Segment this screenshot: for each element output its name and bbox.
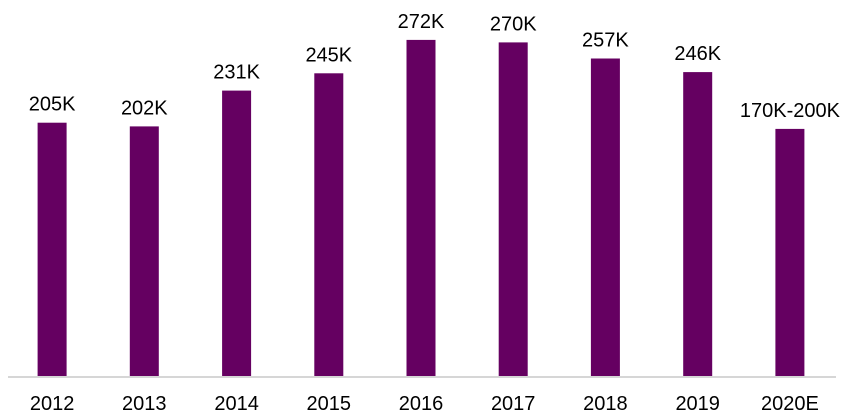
bars-group: [37, 39, 805, 377]
data-label-2013: 202K: [121, 97, 168, 119]
bar-2014: [222, 90, 252, 376]
bar-2020E: [775, 128, 805, 376]
bar-2018: [590, 58, 620, 376]
bar-2019: [683, 72, 713, 376]
data-label-2019: 246K: [674, 43, 721, 65]
tick-label-2019: 2019: [675, 393, 720, 415]
tick-label-2016: 2016: [399, 393, 444, 415]
data-labels-group: 205K 202K 231K 245K 272K 270K 257K 246K 170K-200…: [29, 11, 841, 122]
tick-label-2014: 2014: [214, 393, 259, 415]
data-label-2020E: 170K-200K: [740, 100, 841, 122]
tick-labels-group: 2012 2013 2014 2015 2016 2017 2018 2019 2020E: [30, 393, 819, 415]
data-label-2014: 231K: [213, 62, 260, 84]
tick-label-2018: 2018: [583, 393, 628, 415]
tick-label-2017: 2017: [491, 393, 536, 415]
data-label-2018: 257K: [582, 30, 629, 52]
tick-label-2013: 2013: [122, 393, 167, 415]
data-label-2016: 272K: [398, 11, 445, 33]
tick-label-2012: 2012: [30, 393, 75, 415]
tick-label-2015: 2015: [307, 393, 352, 415]
bar-2017: [498, 42, 528, 377]
tick-label-2020E: 2020E: [761, 393, 819, 415]
bar-2016: [406, 39, 436, 377]
bar-2013: [129, 126, 159, 377]
bar-2015: [314, 73, 344, 377]
bar-2012: [37, 122, 67, 376]
data-label-2015: 245K: [305, 44, 352, 66]
data-label-2012: 205K: [29, 94, 76, 116]
data-label-2017: 270K: [490, 13, 537, 35]
